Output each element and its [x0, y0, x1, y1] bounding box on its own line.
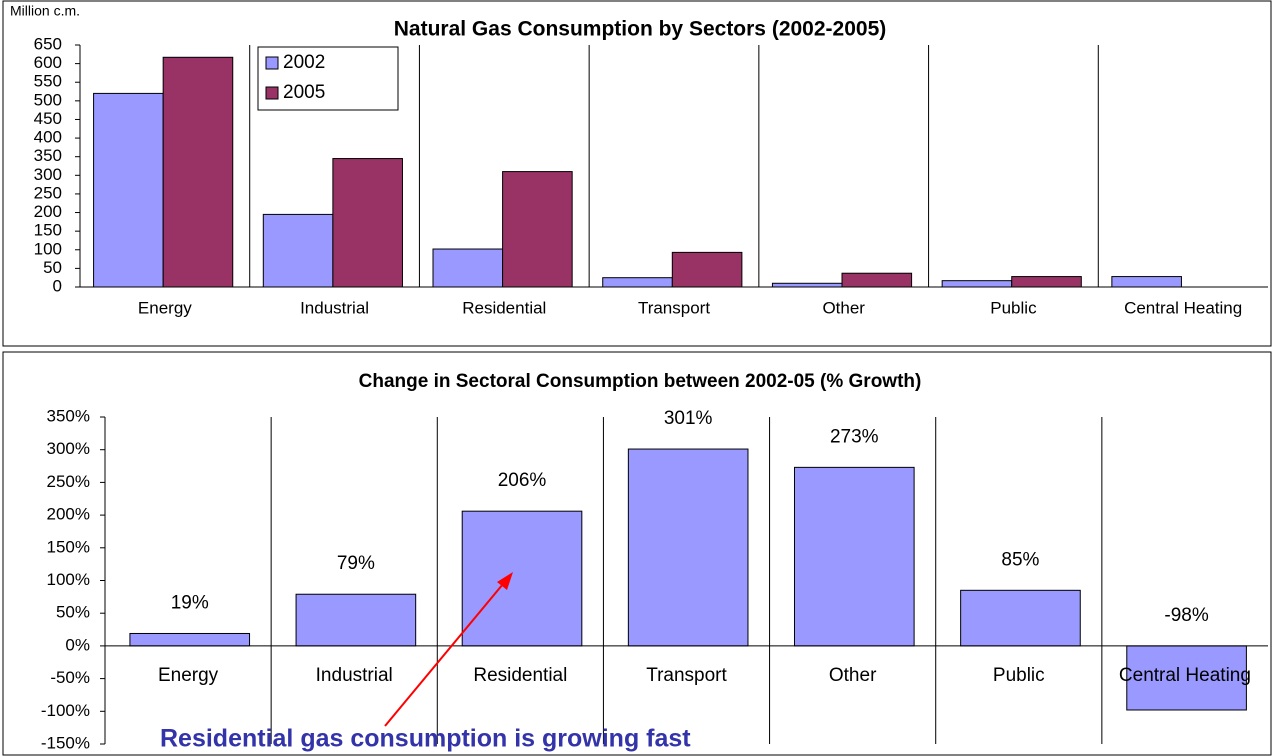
- bar: [262, 213, 334, 288]
- x-tick-label: Other: [829, 665, 877, 686]
- bar: [1011, 276, 1082, 288]
- y-tick-label: 550: [34, 72, 62, 91]
- data-label: 79%: [337, 553, 375, 574]
- bar: [941, 280, 1013, 288]
- y-tick-label: 200: [34, 202, 62, 221]
- y-tick-label: 100: [34, 239, 62, 258]
- y-tick-label: 350: [34, 146, 62, 165]
- y-tick-label: 150%: [47, 537, 90, 556]
- data-label: 206%: [498, 470, 547, 491]
- x-tick-label: Other: [822, 298, 865, 317]
- bar: [162, 56, 234, 288]
- bar: [502, 171, 573, 288]
- y-tick-label: 50%: [56, 603, 90, 622]
- y-tick-label: 500: [34, 90, 62, 109]
- bar: [771, 282, 843, 288]
- y-tick-label: 600: [34, 53, 62, 72]
- legend: [257, 46, 399, 111]
- y-tick-label: 400: [34, 128, 62, 147]
- bar: [793, 466, 915, 647]
- annotation: Residential gas consumption is growing f…: [160, 725, 691, 753]
- bar: [432, 248, 504, 288]
- bar: [1111, 276, 1182, 288]
- bar: [960, 589, 1081, 647]
- x-tick-label: Central Heating: [1124, 298, 1242, 317]
- y-tick-label: 300: [34, 165, 62, 184]
- x-tick-label: Transport: [638, 298, 710, 317]
- x-tick-label: Transport: [646, 665, 727, 686]
- legend-label: 2005: [283, 82, 325, 103]
- chart-title: Change in Sectoral Consumption between 2…: [359, 371, 922, 392]
- y-axis-label: Million c.m.: [10, 3, 80, 19]
- y-tick-label: 150: [34, 221, 62, 240]
- y-tick-label: 50: [43, 258, 62, 277]
- bar: [461, 510, 583, 647]
- y-tick-label: 200%: [47, 505, 90, 524]
- x-tick-label: Public: [993, 665, 1045, 686]
- data-label: 273%: [830, 426, 879, 447]
- chart-title: Natural Gas Consumption by Sectors (2002…: [394, 18, 887, 41]
- data-label: 19%: [171, 592, 209, 613]
- x-tick-label: Residential: [473, 665, 567, 686]
- x-tick-label: Industrial: [300, 298, 369, 317]
- x-tick-label: Public: [990, 298, 1037, 317]
- x-tick-label: Industrial: [316, 665, 393, 686]
- legend-swatch: [265, 56, 279, 70]
- y-tick-label: 0%: [65, 635, 90, 654]
- bar: [1126, 645, 1247, 711]
- y-tick-label: -150%: [41, 733, 90, 752]
- x-tick-label: Residential: [462, 298, 546, 317]
- y-tick-label: 250%: [47, 472, 90, 491]
- bar: [332, 158, 403, 288]
- bar: [671, 251, 743, 288]
- bar: [602, 277, 673, 288]
- y-tick-label: -100%: [41, 701, 90, 720]
- data-label: 301%: [664, 408, 713, 429]
- y-tick-label: 0: [53, 276, 62, 295]
- y-tick-label: 650: [34, 34, 62, 53]
- bar: [841, 272, 913, 288]
- x-tick-label: Energy: [138, 298, 192, 317]
- legend-label: 2002: [283, 52, 325, 73]
- y-tick-label: 450: [34, 109, 62, 128]
- y-tick-label: 250: [34, 183, 62, 202]
- y-tick-label: 300%: [47, 439, 90, 458]
- bar: [295, 593, 417, 647]
- data-label: 85%: [1001, 549, 1039, 570]
- y-tick-label: 350%: [47, 406, 90, 425]
- legend-swatch: [265, 86, 279, 100]
- annotation-arrow: [384, 577, 509, 727]
- data-label: -98%: [1164, 605, 1208, 626]
- bar: [627, 448, 749, 647]
- x-tick-label: Energy: [158, 665, 219, 686]
- arrow-head: [497, 572, 513, 590]
- y-tick-label: -50%: [50, 668, 90, 687]
- bar: [93, 92, 164, 288]
- y-tick-label: 100%: [47, 570, 90, 589]
- bar: [129, 632, 251, 647]
- x-tick-label: Central Heating: [1119, 665, 1251, 686]
